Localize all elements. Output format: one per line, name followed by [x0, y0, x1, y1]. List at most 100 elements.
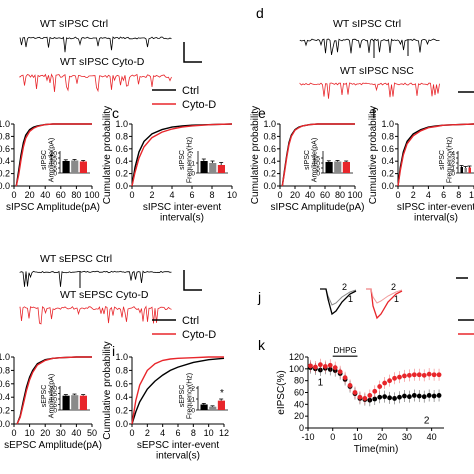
- x-tick-label-h: 0: [11, 428, 16, 438]
- inset-y-tick-label-e: 0: [316, 171, 320, 178]
- x-tick-label-i: 12: [219, 428, 229, 438]
- panel-letter-k: k: [258, 337, 266, 353]
- panel-letter-i: i: [112, 343, 115, 359]
- data-point-k-0: [406, 394, 412, 400]
- inset-y-tick-label-f: 4: [451, 151, 455, 158]
- inset-y-label-c-line: sIPSC: [179, 150, 186, 170]
- y-tick-label-i: 0.0: [115, 419, 128, 429]
- inset-y-tick-label-h: 15: [50, 391, 58, 398]
- inset-y-tick-label-b: 5: [53, 166, 57, 173]
- y-tick-label-e: 1.0: [263, 119, 276, 129]
- x-axis-label-k: Time(min): [354, 444, 399, 455]
- x-tick-label-h: 40: [71, 428, 81, 438]
- y-tick-label-e: 0.0: [263, 181, 276, 191]
- x-axis-label-f: sIPSC inter-event interval(s): [397, 202, 474, 224]
- x-tick-label-i: 4: [160, 428, 165, 438]
- x-tick-label-k: 0: [330, 432, 335, 442]
- inset-y-tick-label-f: 1: [451, 166, 455, 173]
- x-axis-label-c-line: interval(s): [160, 213, 204, 224]
- data-point-k-1: [416, 372, 422, 378]
- legend-cytod-label: Cyto-D: [182, 99, 216, 111]
- y-tick-label-i: 0.4: [115, 392, 128, 402]
- data-point-k-0: [436, 393, 442, 398]
- x-axis-label-h: sEPSC Amplitude(pA): [4, 440, 102, 451]
- inset-bar-c-1: [209, 163, 217, 173]
- data-point-k-1: [327, 362, 333, 368]
- x-tick-label-e: 0: [277, 190, 282, 200]
- data-point-k-0: [421, 394, 427, 400]
- inset-y-tick-label-i: 0: [191, 408, 195, 415]
- inset-y-label-f: sIPSCFrequency(Hz): [439, 137, 453, 183]
- data-point-k-0: [416, 393, 422, 399]
- y-tick-label-f: 0.2: [381, 169, 394, 179]
- evoked-label-cytod-2: 2: [391, 282, 396, 292]
- inset-y-label-e-line: Amplitude(pA): [311, 138, 318, 182]
- y-axis-label-k: eIPSC(%): [276, 370, 287, 414]
- data-point-k-1: [347, 383, 353, 388]
- data-point-k-1: [387, 378, 392, 384]
- y-tick-label-b: 0.6: [0, 144, 10, 154]
- inset-bar-f-0: [460, 167, 463, 173]
- data-point-k-1: [406, 372, 412, 378]
- legend-top: Ctrl Cyto-D: [152, 85, 216, 111]
- inset-bar-c-0: [200, 161, 208, 173]
- scale-bar-mid-left: [183, 270, 202, 291]
- y-tick-label-e: 0.2: [263, 169, 276, 179]
- series-line-f-0: [397, 123, 474, 187]
- inset-y-tick-label-b: 15: [50, 156, 58, 163]
- trace-top-left-cytod: [19, 73, 172, 93]
- y-tick-label-f: 0.6: [381, 144, 394, 154]
- y-tick-label-c: 0.4: [115, 156, 128, 166]
- data-point-k-0: [397, 394, 402, 400]
- evoked-label-ctrl-1: 1: [348, 294, 353, 304]
- evoked-label-cytod-1: 1: [394, 294, 399, 304]
- x-axis-label-i-line: sEPSC inter-event: [137, 440, 219, 451]
- x-tick-label-f: 6: [441, 190, 446, 200]
- x-axis-label-c-line: sIPSC inter-event: [143, 202, 222, 213]
- tr6-path: [19, 305, 172, 325]
- x-axis-label-c: sIPSC inter-event interval(s): [143, 202, 222, 224]
- x-tick-label-e: 80: [335, 190, 345, 200]
- y-tick-label-h: 0.8: [0, 365, 10, 375]
- data-point-k-0: [382, 394, 388, 400]
- tr2-path: [19, 73, 172, 93]
- x-tick-label-b: 100: [84, 190, 99, 200]
- y-tick-label-f: 0.4: [381, 156, 394, 166]
- data-point-k-1: [317, 362, 323, 368]
- inset-y-label-b: sIPSCAmplitude(pA): [41, 138, 55, 182]
- data-point-k-1: [337, 369, 343, 375]
- x-tick-label-k: 20: [377, 432, 387, 442]
- inset-bar-e-2: [342, 162, 350, 173]
- data-point-k-1: [431, 372, 437, 378]
- y-axis-label-f: Cumulative probability: [368, 106, 379, 204]
- inset-bar-h-1: [71, 395, 79, 410]
- x-tick-label-e: 20: [290, 190, 300, 200]
- inset-y-tick-label-f: 2: [451, 161, 455, 168]
- inset-y-label-f-line: Frequency(Hz): [446, 137, 453, 183]
- panel-letter-e: e: [258, 105, 266, 121]
- data-point-k-1: [377, 384, 383, 389]
- inset-bar-b-1: [71, 160, 79, 173]
- x-tick-label-f: 10: [469, 190, 474, 200]
- y-tick-label-b: 0.4: [0, 156, 10, 166]
- inset-y-tick-label-b: 0: [53, 171, 57, 178]
- x-axis-label-e-line: sIPSC Amplitude(pA): [271, 202, 365, 213]
- y-tick-label-h: 0.4: [0, 392, 10, 402]
- data-point-k-1: [372, 388, 378, 394]
- series-line-f-1: [397, 123, 474, 187]
- data-point-k-1: [313, 364, 318, 370]
- y-axis-label-i: Cumulative probability: [102, 341, 113, 439]
- trace-top-left-ctrl: [19, 36, 172, 53]
- data-point-k-1: [392, 375, 397, 381]
- data-point-k-1: [421, 372, 427, 378]
- data-point-k-0: [387, 395, 392, 401]
- tr5-path: [19, 270, 172, 287]
- y-tick-label-k: 80: [294, 376, 304, 386]
- dhpg-label: DHPG: [334, 346, 357, 355]
- x-tick-label-c: 0: [129, 190, 134, 200]
- data-point-k-1: [332, 365, 338, 371]
- inset-significance-i: *: [220, 388, 224, 399]
- x-tick-label-e: 60: [320, 190, 330, 200]
- y-tick-label-k: 20: [294, 411, 304, 421]
- x-tick-label-f: 2: [411, 190, 416, 200]
